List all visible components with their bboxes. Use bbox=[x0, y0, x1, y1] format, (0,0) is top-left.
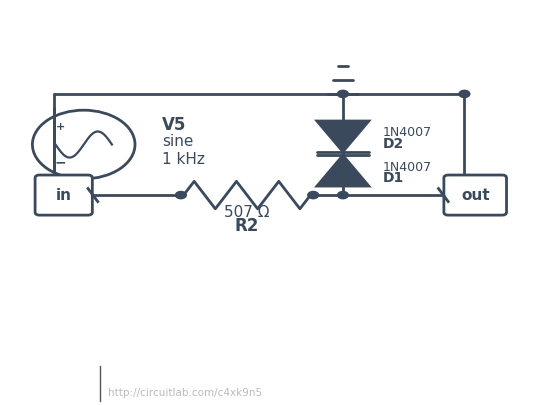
Text: Ioana5 / limitator bilateral cu doua diode:R2: Ioana5 / limitator bilateral cu doua dio… bbox=[108, 370, 339, 380]
Circle shape bbox=[338, 90, 348, 98]
Text: 1N4007: 1N4007 bbox=[382, 160, 431, 173]
Polygon shape bbox=[317, 156, 369, 186]
Text: D2: D2 bbox=[382, 137, 403, 151]
Polygon shape bbox=[317, 121, 369, 152]
Circle shape bbox=[338, 192, 348, 199]
Text: R2: R2 bbox=[235, 217, 259, 235]
Text: V5: V5 bbox=[162, 116, 186, 134]
Circle shape bbox=[308, 192, 319, 199]
Text: 507 Ω: 507 Ω bbox=[224, 205, 270, 220]
Text: out: out bbox=[461, 188, 490, 202]
Circle shape bbox=[459, 192, 470, 199]
Circle shape bbox=[49, 192, 59, 199]
Text: CIRCUIT: CIRCUIT bbox=[12, 369, 62, 379]
Circle shape bbox=[459, 90, 470, 98]
Text: −: − bbox=[55, 156, 66, 169]
Text: +: + bbox=[56, 122, 65, 132]
Circle shape bbox=[176, 192, 186, 199]
FancyBboxPatch shape bbox=[444, 175, 507, 215]
Text: sine: sine bbox=[162, 134, 193, 149]
Text: 1N4007: 1N4007 bbox=[382, 126, 431, 139]
Text: —•—▮—LAB: —•—▮—LAB bbox=[12, 388, 59, 398]
Text: in: in bbox=[56, 188, 72, 202]
Text: http://circuitlab.com/c4xk9n5: http://circuitlab.com/c4xk9n5 bbox=[108, 388, 262, 398]
Text: D1: D1 bbox=[382, 171, 403, 185]
Text: 1 kHz: 1 kHz bbox=[162, 152, 205, 167]
FancyBboxPatch shape bbox=[35, 175, 92, 215]
